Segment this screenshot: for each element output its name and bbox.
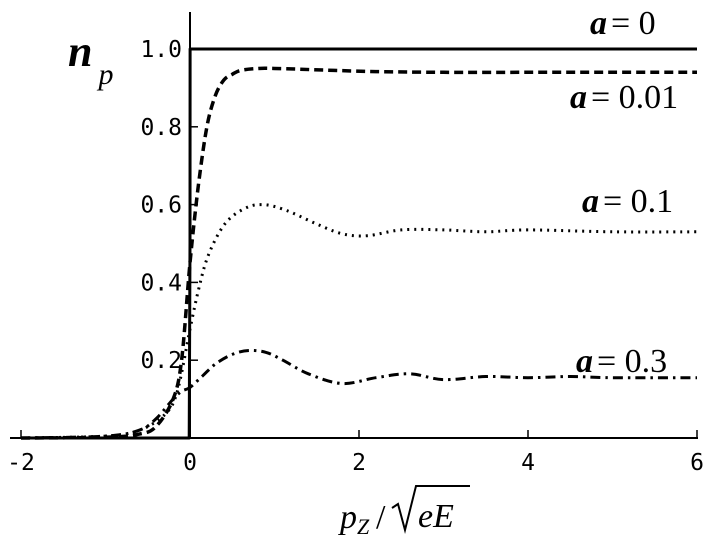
series-label-3: a = 0.3 xyxy=(576,343,667,380)
series-line-3 xyxy=(20,348,698,440)
y-axis-label-sub: p xyxy=(96,58,113,91)
y-tick-label: 0.6 xyxy=(140,193,182,219)
series-label-0: a = 0 xyxy=(590,5,656,42)
svg-text:pZ: pZ xyxy=(338,499,370,539)
y-tick-label: 0.8 xyxy=(140,115,182,141)
series-line-2 xyxy=(20,203,698,440)
x-tick-label: 6 xyxy=(690,450,704,476)
series-label-2: a = 0.1 xyxy=(582,183,673,220)
y-ticks: 0.2 0.4 0.6 0.8 1.0 xyxy=(140,37,198,374)
x-ticks: -2 0 2 4 6 xyxy=(7,430,704,476)
series-label-var: a xyxy=(582,183,599,220)
y-axis-label-main: n xyxy=(68,27,92,76)
series-label-var: a xyxy=(576,343,593,380)
series-label-var: a xyxy=(570,79,587,116)
series-label-var: a xyxy=(590,5,607,42)
series-lines xyxy=(20,47,698,440)
y-tick-label: 0.2 xyxy=(140,348,182,374)
series-label-value: = 0 xyxy=(611,5,656,42)
series-label-value: = 0.3 xyxy=(597,343,667,380)
series-label-1: a = 0.01 xyxy=(570,79,678,116)
sqrt-radical xyxy=(391,485,470,534)
series-label-value: = 0.1 xyxy=(603,183,673,220)
x-axis-label-sub: Z xyxy=(357,514,370,539)
x-axis-label-slash: / xyxy=(376,499,386,536)
x-tick-label: 2 xyxy=(352,450,366,476)
x-tick-label: 0 xyxy=(183,450,197,476)
x-axis-label-root: eE xyxy=(418,498,454,535)
series-labels: a = 0a = 0.01a = 0.1a = 0.3 xyxy=(570,5,678,380)
y-tick-label: 0.4 xyxy=(140,270,182,296)
series-label-value: = 0.01 xyxy=(591,79,678,116)
series-line-1 xyxy=(20,66,697,440)
x-tick-label: 4 xyxy=(521,450,535,476)
series-line-0 xyxy=(21,47,697,440)
x-axis-label-p: p xyxy=(338,499,357,536)
x-axis-label: pZ / eE xyxy=(338,485,470,539)
x-tick-label: -2 xyxy=(7,450,35,476)
y-tick-label: 1.0 xyxy=(140,37,182,63)
